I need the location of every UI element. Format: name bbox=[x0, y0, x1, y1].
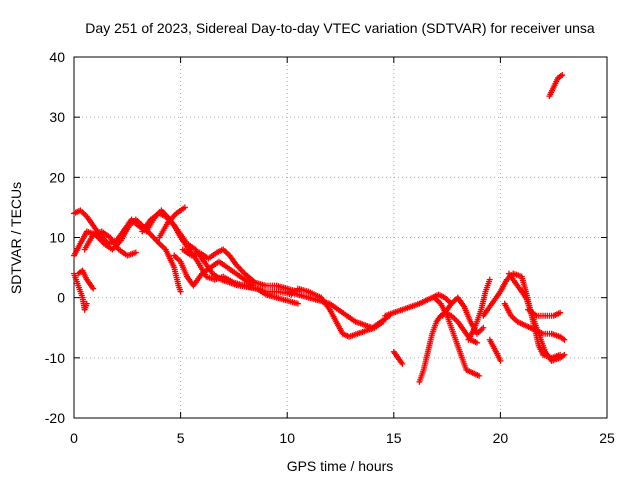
series-track-16 bbox=[439, 294, 485, 337]
y-tick-label: 0 bbox=[57, 290, 65, 306]
y-tick-label: 10 bbox=[49, 230, 65, 246]
series-track-19 bbox=[501, 300, 566, 342]
series-track-15 bbox=[431, 294, 481, 379]
data-point bbox=[561, 351, 568, 358]
y-tick-label: -20 bbox=[45, 410, 65, 426]
data-point bbox=[83, 300, 90, 307]
x-tick-label: 25 bbox=[599, 430, 615, 446]
axis-ticks: 0 5 10 15 20 25 -20 -10 0 10 20 30 40 bbox=[45, 49, 615, 446]
x-tick-label: 5 bbox=[177, 430, 185, 446]
x-tick-label: 0 bbox=[70, 430, 78, 446]
data-point bbox=[473, 339, 480, 346]
data-point bbox=[557, 309, 564, 316]
series-track-13 bbox=[390, 348, 405, 366]
y-tick-label: 20 bbox=[49, 169, 65, 185]
data-point bbox=[486, 276, 493, 283]
data-point bbox=[177, 288, 184, 295]
data-point bbox=[250, 282, 257, 289]
y-tick-label: -10 bbox=[45, 350, 65, 366]
chart-title: Day 251 of 2023, Sidereal Day-to-day VTE… bbox=[85, 20, 595, 36]
series-track-4 bbox=[75, 267, 96, 291]
series-track-21 bbox=[525, 306, 562, 319]
data-point bbox=[561, 336, 568, 343]
series-track-11 bbox=[294, 285, 385, 340]
data-point bbox=[294, 300, 301, 307]
y-tick-label: 30 bbox=[49, 109, 65, 125]
data-point bbox=[181, 204, 188, 211]
series-track-8 bbox=[179, 246, 300, 295]
y-tick-label: 40 bbox=[49, 49, 65, 65]
x-axis-label: GPS time / hours bbox=[287, 458, 394, 474]
data-point bbox=[90, 285, 97, 292]
data-point bbox=[132, 249, 139, 256]
x-tick-label: 15 bbox=[386, 430, 402, 446]
data-point bbox=[399, 360, 406, 367]
data-point bbox=[476, 372, 483, 379]
grid-lines bbox=[74, 57, 607, 418]
data-point bbox=[559, 72, 566, 79]
series-track-5 bbox=[81, 228, 138, 259]
data-point bbox=[497, 357, 504, 364]
data-point bbox=[480, 324, 487, 331]
series-track-22 bbox=[546, 73, 564, 100]
y-axis-label: SDTVAR / TECUs bbox=[8, 182, 24, 294]
data-points bbox=[71, 72, 568, 385]
data-point bbox=[380, 318, 387, 325]
series-track-7 bbox=[156, 205, 187, 241]
x-tick-label: 10 bbox=[279, 430, 295, 446]
series-track-17 bbox=[465, 278, 493, 343]
series-track-9 bbox=[171, 252, 255, 289]
series-track-23 bbox=[486, 336, 503, 363]
x-tick-label: 20 bbox=[493, 430, 509, 446]
series-track-3 bbox=[71, 270, 90, 313]
